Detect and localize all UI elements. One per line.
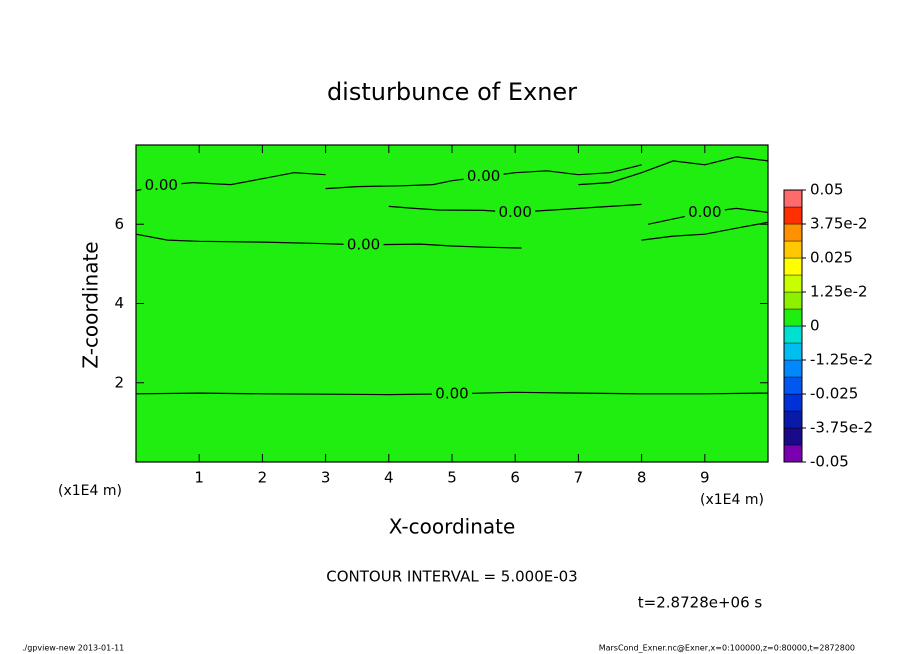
contour-label-bg (495, 204, 536, 221)
contour-label: 0.00 (145, 176, 178, 194)
contour-interval: CONTOUR INTERVAL = 5.000E-03 (326, 568, 577, 586)
contour-label-bg (141, 177, 182, 194)
contour-label-bg (432, 385, 472, 402)
colorbar-label: 0.05 (810, 181, 843, 199)
colorbar-band (783, 376, 803, 395)
x-axis-label: X-coordinate (389, 515, 516, 539)
colorbar-label: 3.75e-2 (810, 215, 868, 233)
colorbar-band (783, 291, 803, 310)
y-tick-label: 6 (114, 215, 124, 233)
contour-line (135, 233, 522, 249)
x-tick-label: 6 (510, 469, 520, 487)
colorbar-label: -0.05 (810, 453, 849, 471)
contour-label: 0.00 (435, 384, 468, 402)
contour-line (192, 172, 326, 186)
colorbar-label: 0 (810, 317, 820, 335)
y-tick-label: 4 (114, 294, 124, 312)
x-tick-label: 8 (637, 469, 647, 487)
x-unit: (x1E4 m) (700, 492, 764, 508)
contour-label: 0.00 (498, 203, 531, 221)
colorbar-band (783, 427, 803, 446)
y-axis-label: Z-coordinate (79, 241, 103, 368)
x-tick-label: 5 (447, 469, 457, 487)
colorbar-label: -1.25e-2 (810, 351, 873, 369)
y-unit: (x1E4 m) (58, 483, 122, 499)
time-label: t=2.8728e+06 s (638, 594, 763, 612)
colorbar-band (783, 308, 803, 327)
colorbar-band (783, 325, 803, 344)
colorbar-band (783, 274, 803, 293)
x-tick-label: 7 (574, 469, 584, 487)
x-tick-label: 2 (258, 469, 268, 487)
colorbar-band (783, 206, 803, 225)
colorbar-band (783, 223, 803, 242)
colorbar-band (783, 257, 803, 276)
colorbar-band (783, 342, 803, 361)
x-tick-label: 3 (321, 469, 331, 487)
colorbar-label: 1.25e-2 (810, 283, 868, 301)
contour-line (578, 156, 769, 186)
colorbar-label: -0.025 (810, 385, 858, 403)
contour-label-bg (343, 236, 384, 253)
y-tick-label: 2 (114, 373, 124, 391)
chart-title: disturbunce of Exner (327, 78, 577, 106)
contour-label-bg (463, 168, 504, 185)
colorbar-band (783, 240, 803, 259)
x-tick-label: 1 (194, 469, 204, 487)
colorbar-band (783, 359, 803, 378)
contour-line (641, 221, 769, 241)
colorbar-label: -3.75e-2 (810, 419, 873, 437)
footer-right: MarsCond_Exner.nc@Exner,x=0:100000,z=0:8… (599, 644, 855, 653)
contour-label: 0.00 (688, 203, 721, 221)
colorbar-band (783, 393, 803, 412)
contour-label: 0.00 (347, 235, 380, 253)
x-tick-label: 9 (700, 469, 710, 487)
colorbar-band (783, 189, 803, 208)
colorbar-label: 0.025 (810, 249, 853, 267)
colorbar-band (783, 444, 803, 463)
field-fill (136, 145, 768, 462)
colorbar-band (783, 410, 803, 429)
x-tick-label: 4 (384, 469, 394, 487)
contour-label: 0.00 (467, 167, 500, 185)
contour-label-bg (684, 204, 725, 221)
footer-left: ./gpview-new 2013-01-11 (22, 644, 124, 653)
